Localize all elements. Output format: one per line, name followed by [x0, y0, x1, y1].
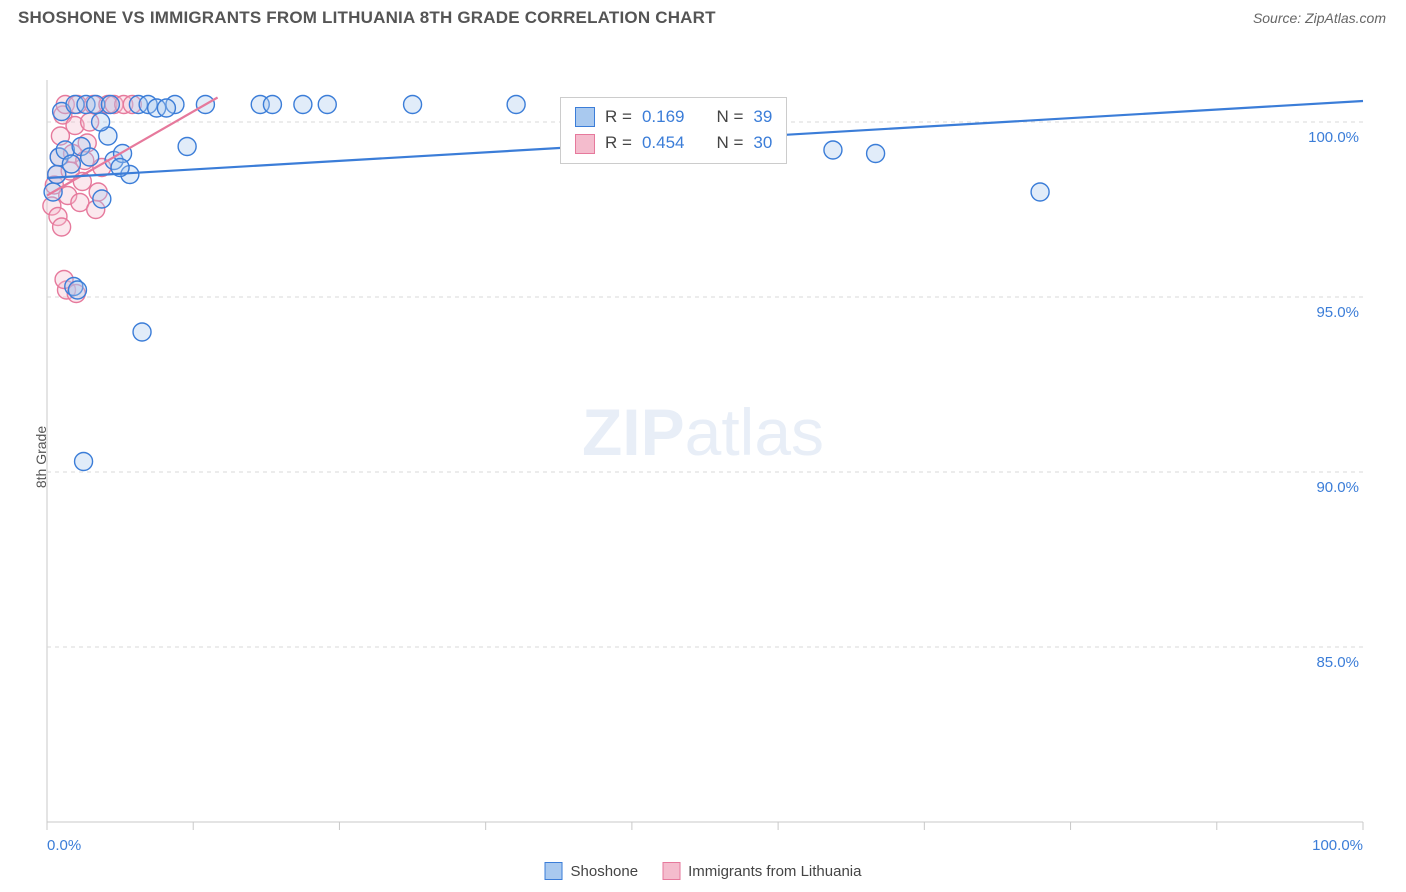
n-label: N =	[716, 130, 743, 156]
svg-text:85.0%: 85.0%	[1316, 654, 1359, 671]
legend-label-shoshone: Shoshone	[571, 863, 639, 880]
r-value-lithuania: 0.454	[642, 130, 685, 156]
source-attribution: Source: ZipAtlas.com	[1253, 10, 1386, 26]
chart-header: SHOSHONE VS IMMIGRANTS FROM LITHUANIA 8T…	[0, 0, 1406, 32]
chart-container: 85.0% 90.0% 95.0% 100.0% 0.0% 100.0% 8th Grad…	[0, 32, 1406, 882]
n-value-shoshone: 39	[753, 104, 772, 130]
legend-swatch-lithuania	[662, 862, 680, 880]
svg-text:100.0%: 100.0%	[1308, 129, 1359, 146]
svg-text:95.0%: 95.0%	[1316, 304, 1359, 321]
r-label: R =	[605, 130, 632, 156]
r-value-shoshone: 0.169	[642, 104, 685, 130]
n-value-lithuania: 30	[753, 130, 772, 156]
n-label: N =	[716, 104, 743, 130]
correlation-stats-box: R = 0.169 N = 39 R = 0.454 N = 30	[560, 97, 787, 164]
legend-swatch-shoshone	[545, 862, 563, 880]
legend-item-lithuania: Immigrants from Lithuania	[662, 862, 861, 880]
svg-text:90.0%: 90.0%	[1316, 479, 1359, 496]
stat-row-shoshone: R = 0.169 N = 39	[575, 104, 772, 130]
y-axis-label: 8th Grade	[33, 426, 49, 488]
legend-item-shoshone: Shoshone	[545, 862, 639, 880]
svg-text:100.0%: 100.0%	[1312, 837, 1363, 852]
legend-label-lithuania: Immigrants from Lithuania	[688, 863, 861, 880]
r-label: R =	[605, 104, 632, 130]
stat-swatch-shoshone	[575, 107, 595, 127]
chart-title: SHOSHONE VS IMMIGRANTS FROM LITHUANIA 8T…	[18, 8, 716, 28]
legend: Shoshone Immigrants from Lithuania	[545, 862, 862, 880]
stat-swatch-lithuania	[575, 134, 595, 154]
stat-row-lithuania: R = 0.454 N = 30	[575, 130, 772, 156]
svg-text:0.0%: 0.0%	[47, 837, 81, 852]
